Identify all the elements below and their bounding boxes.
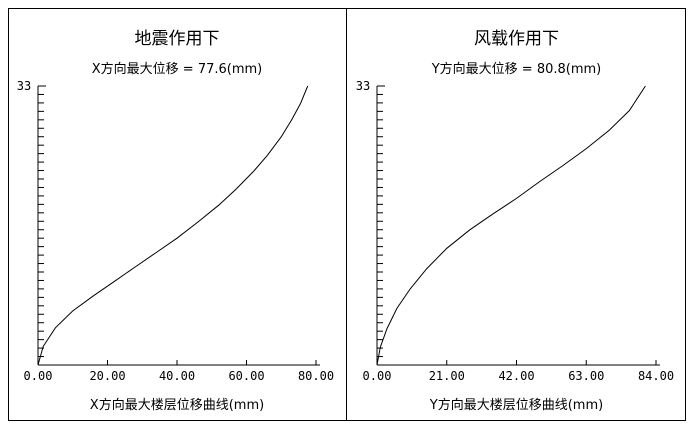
- x-tick-label: 20.00: [89, 369, 125, 383]
- chart-subtitle: Y方向最大位移 = 80.8(mm): [431, 62, 602, 77]
- x-tick-label: 60.00: [228, 369, 264, 383]
- x-axis-label: Y方向最大楼层位移曲线(mm): [429, 398, 604, 413]
- x-tick-label: 80.00: [298, 369, 334, 383]
- y-tick-label: 33: [17, 79, 31, 93]
- x-tick-label: 84.00: [638, 369, 674, 383]
- series-line: [376, 85, 646, 366]
- x-tick-label: 63.00: [568, 369, 604, 383]
- y-tick-label: 33: [356, 79, 370, 93]
- chart-title: 地震作用下: [134, 29, 220, 49]
- left-panel: 地震作用下 X方向最大位移 = 77.6(mm) X方向最大楼层位移曲线(mm): [8, 8, 346, 421]
- x-tick-label: 0.00: [24, 369, 53, 383]
- x-tick-label: 40.00: [159, 369, 195, 383]
- x-axis-label: X方向最大楼层位移曲线(mm): [89, 398, 265, 413]
- x-tick-label: 21.00: [429, 369, 465, 383]
- x-tick-label: 42.00: [498, 369, 534, 383]
- chart-title: 风载作用下: [474, 29, 559, 49]
- series-line: [37, 85, 309, 366]
- figure-frame: [8, 8, 686, 421]
- x-tick-label: 0.00: [363, 369, 392, 383]
- panel-divider: [346, 8, 347, 421]
- chart-subtitle: X方向最大位移 = 77.6(mm): [91, 62, 263, 77]
- right-panel: 风载作用下 Y方向最大位移 = 80.8(mm) Y方向最大楼层位移曲线(mm): [347, 8, 686, 421]
